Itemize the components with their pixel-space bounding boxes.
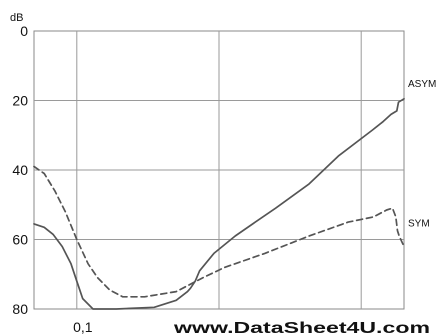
- y-tick-label: 80: [12, 301, 28, 317]
- series-lines: [33, 97, 405, 310]
- series-label-sym: SYM: [408, 218, 430, 229]
- y-axis-unit-label: dB: [10, 12, 23, 24]
- y-tick-label: 60: [12, 232, 28, 248]
- watermark-text: www.DataSheet4U.com: [173, 320, 430, 336]
- series-labels: ASYM SYM: [408, 79, 436, 230]
- x-tick-label: 0,1: [73, 319, 93, 335]
- y-tick-label: 40: [12, 162, 28, 178]
- y-tick-label: 20: [12, 93, 28, 109]
- series-line-asym: [33, 97, 405, 310]
- y-tick-label: 0: [20, 23, 28, 39]
- series-label-asym: ASYM: [408, 79, 436, 90]
- series-line-sym: [33, 165, 405, 298]
- tick-labels: 0 20 40 60 80 0,1: [12, 23, 92, 335]
- grid: [33, 30, 405, 310]
